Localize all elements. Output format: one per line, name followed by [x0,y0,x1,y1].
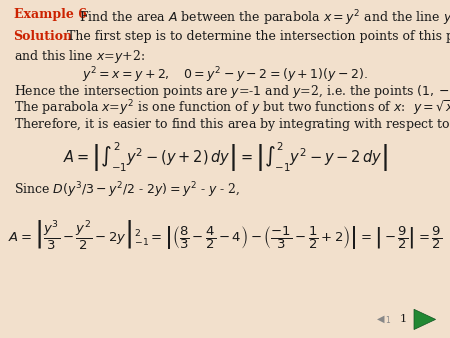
Text: 1: 1 [399,314,406,324]
Text: $\blacktriangleleft$: $\blacktriangleleft$ [374,314,386,325]
Text: $\mathsf{1}$: $\mathsf{1}$ [385,314,391,325]
Text: Hence the intersection points are $y$=-$1$ and $y$=2, i.e. the points $(1,-1)$ a: Hence the intersection points are $y$=-$… [14,83,450,100]
Text: $A = \left|\dfrac{y^3}{3} - \dfrac{y^2}{2} - 2y\right|_{-1}^{2} = \left|\left(\d: $A = \left|\dfrac{y^3}{3} - \dfrac{y^2}{… [8,218,442,251]
Text: Example 6: Example 6 [14,8,86,21]
Text: and this line $x$=$y$+2:: and this line $x$=$y$+2: [14,48,144,65]
Text: $y^2 = x = y+2, \quad 0= y^2-y-2 = (y+1)(y-2).$: $y^2 = x = y+2, \quad 0= y^2-y-2 = (y+1)… [82,66,368,85]
Text: The parabola $x$=$y^2$ is one function of $y$ but two functions of $x$:  $y = \s: The parabola $x$=$y^2$ is one function o… [14,99,450,118]
Text: Find the area $A$ between the parabola $x = y^2$ and the line $y = x$-2.: Find the area $A$ between the parabola $… [79,8,450,28]
Text: The first step is to determine the intersection points of this parabola: The first step is to determine the inter… [67,30,450,43]
Text: Solution: Solution [14,30,72,43]
Polygon shape [414,309,436,330]
Text: Since $D(y^3/3 - y^2/2$ - $2y) = y^2$ - $y$ - 2,: Since $D(y^3/3 - y^2/2$ - $2y) = y^2$ - … [14,181,240,200]
Text: $A = \left|\int_{-1}^{2} y^2-(y+2)\, dy\right| = \left|\int_{-1}^{2} y^2-y-2\, d: $A = \left|\int_{-1}^{2} y^2-(y+2)\, dy\… [63,140,387,174]
Text: Therefore, it is easier to find this area by integrating with respect to $y$:: Therefore, it is easier to find this are… [14,116,450,132]
